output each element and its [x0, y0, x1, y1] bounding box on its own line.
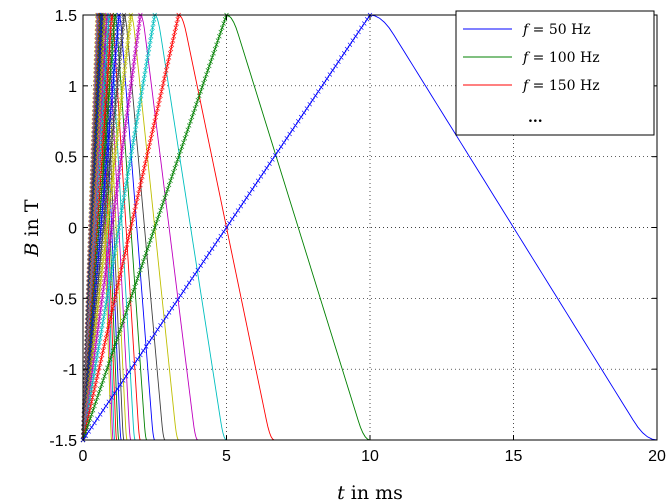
x-tick-label: 0: [79, 448, 88, 465]
series-fall-line: [140, 14, 199, 441]
series-fall-line: [226, 14, 371, 441]
x-tick-label: 20: [648, 448, 666, 465]
series-fall-line: [154, 14, 227, 441]
y-tick-label: -0.5: [49, 291, 77, 308]
legend-entry-50hz: f = 50 Hz: [522, 22, 591, 38]
legend-entry-100hz: f = 100 Hz: [522, 50, 600, 66]
x-tick-labels: 0 5 10 15 20: [79, 448, 666, 465]
y-axis-label: B in T: [21, 199, 43, 257]
series-50hz: [80, 12, 658, 443]
y-tick-label: 0: [68, 221, 77, 238]
y-tick-label: -1.5: [49, 433, 77, 450]
series-200hz: [80, 12, 227, 443]
x-tick-label: 15: [505, 448, 523, 465]
series-250hz: [80, 12, 199, 443]
series-fall-line: [123, 14, 166, 441]
x-tick-label: 10: [361, 448, 379, 465]
series-fall-line: [108, 14, 136, 441]
legend: f = 50 Hz f = 100 Hz f = 150 Hz ...: [455, 10, 655, 136]
series-150hz: [80, 12, 275, 443]
y-tick-label: 0.5: [55, 150, 77, 167]
x-axis-label: t in ms: [337, 482, 403, 504]
series-fall-line: [369, 14, 658, 441]
x-tick-label: 5: [222, 448, 231, 465]
y-tick-label: -1: [63, 362, 77, 379]
legend-entry-150hz: f = 150 Hz: [522, 78, 600, 94]
y-tick-label: 1: [68, 79, 77, 96]
y-tick-label: 1.5: [55, 8, 77, 25]
legend-entry-ellipsis: ...: [528, 110, 543, 126]
series-fall-line: [111, 14, 141, 441]
y-tick-labels: -1.5 -1 -0.5 0 0.5 1 1.5: [49, 8, 77, 450]
